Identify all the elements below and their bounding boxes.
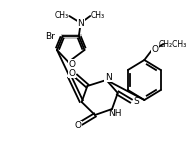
Text: O: O [74, 122, 81, 130]
Text: N: N [77, 18, 84, 28]
Text: Br: Br [45, 32, 55, 40]
Text: N: N [105, 73, 112, 82]
Text: O: O [151, 44, 158, 54]
Text: CH₃: CH₃ [55, 11, 69, 19]
Text: CH₃: CH₃ [91, 11, 105, 19]
Text: S: S [133, 98, 139, 106]
Text: CH₂CH₃: CH₂CH₃ [159, 39, 187, 49]
Text: NH: NH [108, 109, 122, 119]
Text: O: O [69, 68, 76, 78]
Text: O: O [69, 59, 76, 68]
